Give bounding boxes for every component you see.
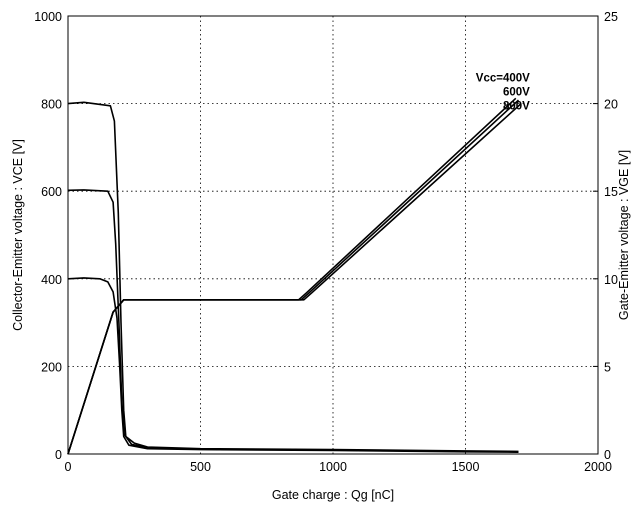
y-right-tick-label: 0 — [604, 448, 611, 462]
series-line — [67, 277, 519, 453]
x-tick-label: 2000 — [584, 460, 612, 474]
series-line — [67, 103, 522, 455]
x-axis-title: Gate charge : Qg [nC] — [272, 488, 394, 502]
x-tick-label: 1000 — [319, 460, 347, 474]
y-axis-left-title: Collector-Emitter voltage : VCE [V] — [11, 139, 25, 331]
legend-label: Vcc=400V — [476, 72, 530, 84]
legend-label: 600V — [503, 86, 530, 98]
y-left-tick-label: 400 — [41, 273, 62, 287]
series-line — [67, 97, 517, 455]
y-right-tick-label: 5 — [604, 360, 611, 374]
y-right-tick-label: 10 — [604, 273, 618, 287]
ticks-layer: 0 500 1000 1500 2000020040060080010000510152… — [34, 10, 618, 474]
x-tick-label: 1500 — [452, 460, 480, 474]
series-line — [67, 99, 520, 455]
y-right-tick-label: 15 — [604, 185, 618, 199]
y-right-tick-label: 25 — [604, 10, 618, 24]
y-axis-right-title: Gate-Emitter voltage : VGE [V] — [617, 150, 631, 320]
x-tick-label: 0 — [65, 460, 72, 474]
plot-frame — [67, 15, 599, 455]
y-left-tick-label: 800 — [41, 98, 62, 112]
series-line — [67, 101, 519, 453]
x-tick-label: 500 — [190, 460, 211, 474]
series-layer — [67, 97, 522, 455]
legend-label: 800V — [503, 100, 530, 112]
y-right-tick-label: 20 — [604, 98, 618, 112]
series-line — [67, 189, 519, 453]
y-left-tick-label: 200 — [41, 360, 62, 374]
y-left-tick-label: 0 — [55, 448, 62, 462]
y-left-tick-label: 1000 — [34, 10, 62, 24]
legend: Vcc=400V 600V 800V — [476, 72, 530, 112]
y-left-tick-label: 600 — [41, 185, 62, 199]
